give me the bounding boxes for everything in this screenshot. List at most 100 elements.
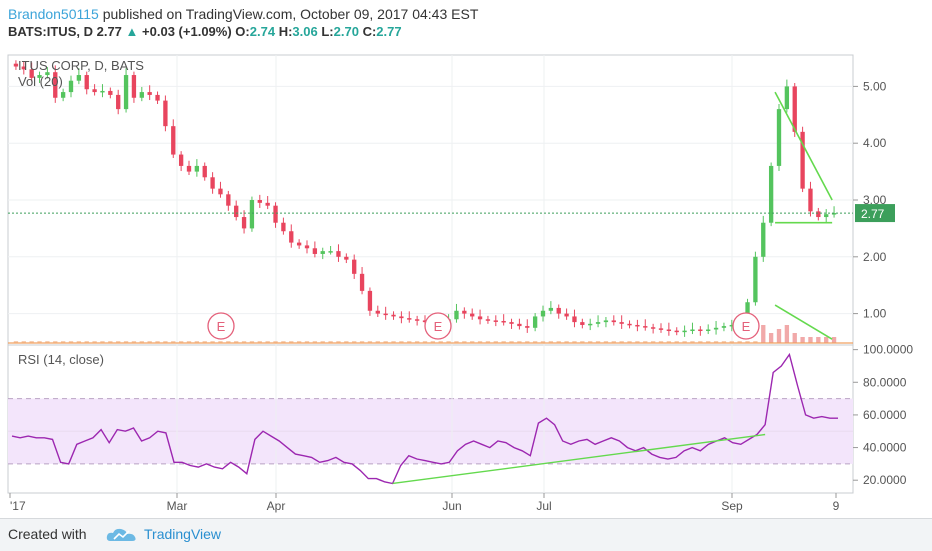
volume-bar [713, 341, 719, 343]
volume-bar [92, 341, 97, 343]
volume-bar [155, 341, 160, 343]
candle-body [218, 188, 223, 195]
volume-bar [627, 341, 632, 343]
price-change: +0.03 (+1.09%) [142, 24, 232, 39]
candle-body [493, 320, 498, 322]
volume-bar [776, 329, 782, 343]
candle-body [690, 329, 695, 332]
candle-body [123, 75, 129, 110]
candle-body [186, 165, 192, 172]
candle-body [29, 69, 34, 78]
candle-body [517, 323, 522, 327]
candle-body [477, 316, 483, 320]
volume-bar [147, 341, 152, 343]
earnings-marker-label: E [742, 319, 751, 334]
time-tick-label: Apr [267, 499, 286, 513]
candle-body [808, 188, 813, 212]
volume-bar [580, 341, 585, 343]
last-price: 2.77 [96, 24, 122, 39]
volume-bar [784, 325, 790, 343]
volume-bar [289, 341, 294, 343]
candle-body [698, 329, 703, 332]
volume-bar [643, 341, 648, 343]
candle-body [776, 109, 782, 166]
candle-body [603, 320, 609, 323]
author-link[interactable]: Brandon50115 [8, 6, 99, 22]
candle-body [45, 72, 50, 76]
volume-bar [178, 341, 184, 343]
last-price-tag [855, 204, 895, 223]
candle-body [556, 307, 561, 314]
volume-bar [588, 341, 593, 343]
volume-bar [737, 341, 742, 343]
candle-body [635, 324, 640, 327]
rsi-tick-label: 80.0000 [863, 375, 907, 389]
low-value: 2.70 [333, 24, 359, 39]
volume-bar [163, 341, 168, 343]
volume-bar [304, 341, 310, 343]
volume-bar [37, 341, 42, 343]
candle-body [194, 165, 200, 172]
symbol-line: BATS:ITUS, D 2.77 ▲ +0.03 (+1.09%) O:2.7… [8, 24, 402, 39]
candle-body [53, 72, 58, 98]
volume-bar [430, 341, 436, 343]
volume-bar [454, 341, 459, 343]
volume-bar [53, 341, 58, 343]
candle-body [713, 327, 719, 330]
candle-body [407, 318, 412, 320]
volume-bar [84, 341, 89, 343]
candle-body [706, 329, 711, 332]
candle-body [100, 90, 105, 93]
candle-body [682, 330, 687, 333]
candle-body [328, 251, 333, 253]
volume-bar [548, 341, 554, 343]
price-tick-label: 4.00 [863, 136, 887, 150]
tradingview-brand-link[interactable]: TradingView [144, 526, 222, 542]
volume-bar [139, 341, 144, 343]
volume-bar [100, 341, 105, 343]
candle-body [454, 310, 459, 320]
candle-body [666, 329, 672, 332]
time-tick-label: Sep [721, 499, 743, 513]
rsi-trendline[interactable] [392, 433, 766, 485]
earnings-marker[interactable] [424, 312, 452, 340]
candle-body [249, 200, 255, 229]
candle-body [509, 322, 514, 324]
earnings-marker[interactable] [732, 312, 760, 340]
candle-body [210, 177, 215, 189]
volume-bar [761, 325, 766, 343]
candle-body [548, 307, 554, 311]
price-tick-label: 3.00 [863, 193, 887, 207]
earnings-marker-label: E [434, 319, 443, 334]
volume-bar [296, 341, 302, 343]
volume-bar [234, 341, 239, 343]
chart-canvas[interactable]: E E E 5.00 4.00 3.00 2.00 1.00 100.0000 80.0000 6… [0, 0, 932, 518]
volume-bar [682, 341, 687, 343]
trendline[interactable] [774, 304, 833, 340]
rsi-pane-title: RSI (14, close) [18, 352, 104, 367]
volume-bar [509, 341, 514, 343]
candle-body [816, 211, 821, 218]
volume-bar [249, 341, 255, 343]
volume-bar [414, 341, 420, 343]
candle-body [595, 322, 601, 324]
volume-bar [202, 341, 207, 343]
candle-body [147, 92, 152, 95]
candle-body [76, 75, 82, 81]
candle-body [753, 256, 758, 303]
candle-body [831, 213, 837, 215]
candle-body [643, 326, 648, 328]
volume-bar [674, 341, 679, 343]
volume-bar [721, 341, 727, 343]
candle-body [265, 202, 270, 206]
trendline[interactable] [774, 91, 833, 201]
volume-bar [265, 341, 270, 343]
volume-bar [367, 341, 373, 343]
volume-label: Vol (20) [18, 74, 63, 89]
candle-body [627, 323, 632, 326]
earnings-marker[interactable] [207, 312, 235, 340]
candle-body [540, 310, 546, 317]
candle-body [320, 251, 325, 254]
price-tick-label: 5.00 [863, 79, 887, 93]
candle-body [21, 66, 26, 70]
